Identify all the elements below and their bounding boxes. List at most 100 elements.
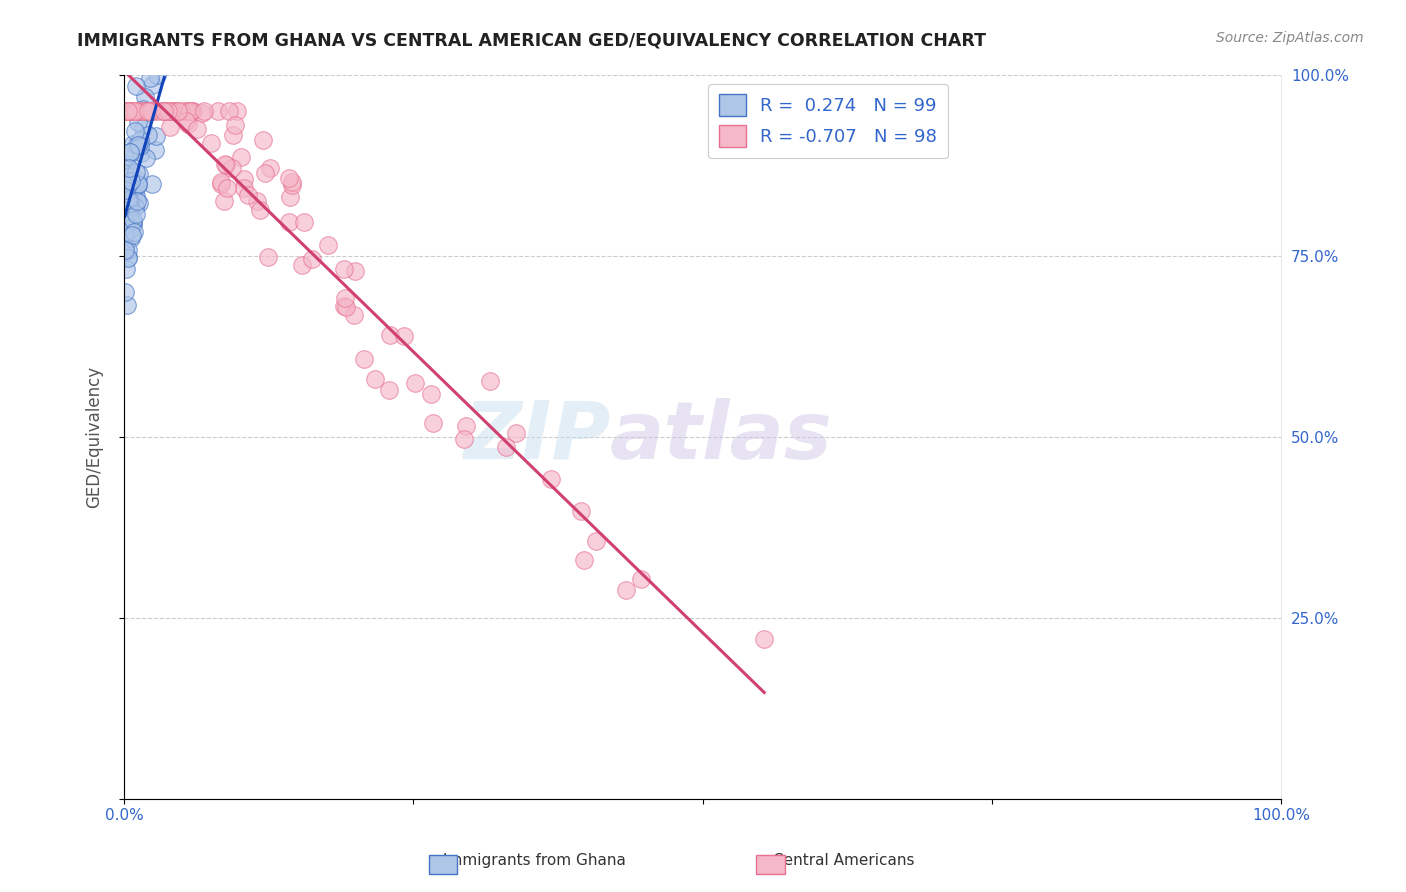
- Point: [183, 103, 205, 118]
- Point: [114, 232, 136, 246]
- Point: [380, 328, 402, 343]
- Point: [115, 191, 138, 205]
- Point: [114, 186, 136, 200]
- Point: [134, 104, 156, 119]
- Point: [124, 200, 146, 214]
- Point: [193, 103, 215, 118]
- Point: [114, 240, 136, 254]
- Point: [630, 572, 652, 586]
- Point: [252, 133, 274, 147]
- Point: [238, 188, 260, 202]
- Point: [115, 173, 138, 187]
- Point: [125, 103, 148, 118]
- Point: [115, 186, 138, 201]
- Point: [118, 197, 141, 211]
- Point: [259, 161, 281, 175]
- Point: [233, 181, 256, 195]
- Point: [114, 262, 136, 277]
- Point: [139, 71, 162, 86]
- Point: [121, 177, 143, 191]
- Point: [122, 136, 145, 151]
- Point: [136, 128, 159, 142]
- Y-axis label: GED/Equivalency: GED/Equivalency: [86, 366, 103, 508]
- Point: [115, 194, 138, 209]
- Point: [453, 433, 475, 447]
- Point: [422, 417, 444, 431]
- Point: [160, 103, 183, 118]
- Point: [124, 124, 146, 138]
- Point: [117, 193, 139, 207]
- Point: [177, 117, 200, 131]
- Point: [614, 582, 637, 597]
- Point: [145, 68, 167, 82]
- Point: [114, 166, 136, 180]
- Point: [291, 258, 314, 272]
- Point: [177, 103, 200, 118]
- Point: [278, 214, 301, 228]
- Point: [221, 161, 243, 176]
- Point: [125, 137, 148, 152]
- Point: [146, 103, 169, 118]
- Point: [316, 237, 339, 252]
- Point: [166, 103, 188, 118]
- Point: [170, 103, 193, 118]
- Point: [117, 103, 139, 118]
- Point: [114, 227, 136, 242]
- Point: [114, 228, 136, 243]
- Point: [120, 145, 142, 160]
- Point: [333, 261, 356, 276]
- Point: [117, 178, 139, 192]
- Point: [114, 183, 136, 197]
- Point: [118, 194, 141, 209]
- Point: [121, 183, 143, 197]
- Point: [124, 103, 146, 118]
- Point: [333, 291, 356, 305]
- Point: [115, 156, 138, 170]
- Point: [127, 115, 149, 129]
- Point: [114, 219, 136, 233]
- Point: [190, 106, 212, 120]
- Point: [114, 167, 136, 181]
- Point: [281, 178, 304, 192]
- Point: [152, 103, 174, 118]
- Point: [114, 219, 136, 234]
- Point: [127, 174, 149, 188]
- Point: [136, 103, 159, 118]
- Point: [114, 243, 136, 257]
- Point: [120, 231, 142, 245]
- Point: [117, 298, 139, 312]
- Point: [117, 250, 139, 264]
- Point: [117, 251, 139, 265]
- Point: [120, 201, 142, 215]
- Point: [226, 103, 249, 118]
- Point: [143, 143, 166, 157]
- Point: [118, 103, 141, 118]
- Point: [121, 227, 143, 242]
- Text: Immigrants from Ghana: Immigrants from Ghana: [443, 854, 626, 868]
- Point: [117, 244, 139, 258]
- Text: Central Americans: Central Americans: [773, 854, 914, 868]
- Point: [200, 136, 222, 150]
- Point: [131, 102, 153, 116]
- Point: [153, 103, 176, 118]
- Point: [121, 191, 143, 205]
- Point: [117, 103, 139, 118]
- Point: [114, 285, 136, 299]
- Point: [135, 151, 157, 165]
- Text: Source: ZipAtlas.com: Source: ZipAtlas.com: [1216, 31, 1364, 45]
- Point: [343, 264, 366, 278]
- Point: [114, 150, 136, 164]
- Point: [159, 120, 181, 134]
- Point: [540, 472, 562, 486]
- Point: [292, 215, 315, 229]
- Point: [118, 208, 141, 222]
- Point: [186, 121, 208, 136]
- Point: [134, 103, 156, 118]
- Point: [127, 178, 149, 193]
- Point: [153, 104, 176, 119]
- Point: [115, 157, 138, 171]
- Point: [132, 103, 155, 118]
- Point: [117, 216, 139, 230]
- Point: [127, 103, 149, 118]
- Point: [209, 177, 232, 191]
